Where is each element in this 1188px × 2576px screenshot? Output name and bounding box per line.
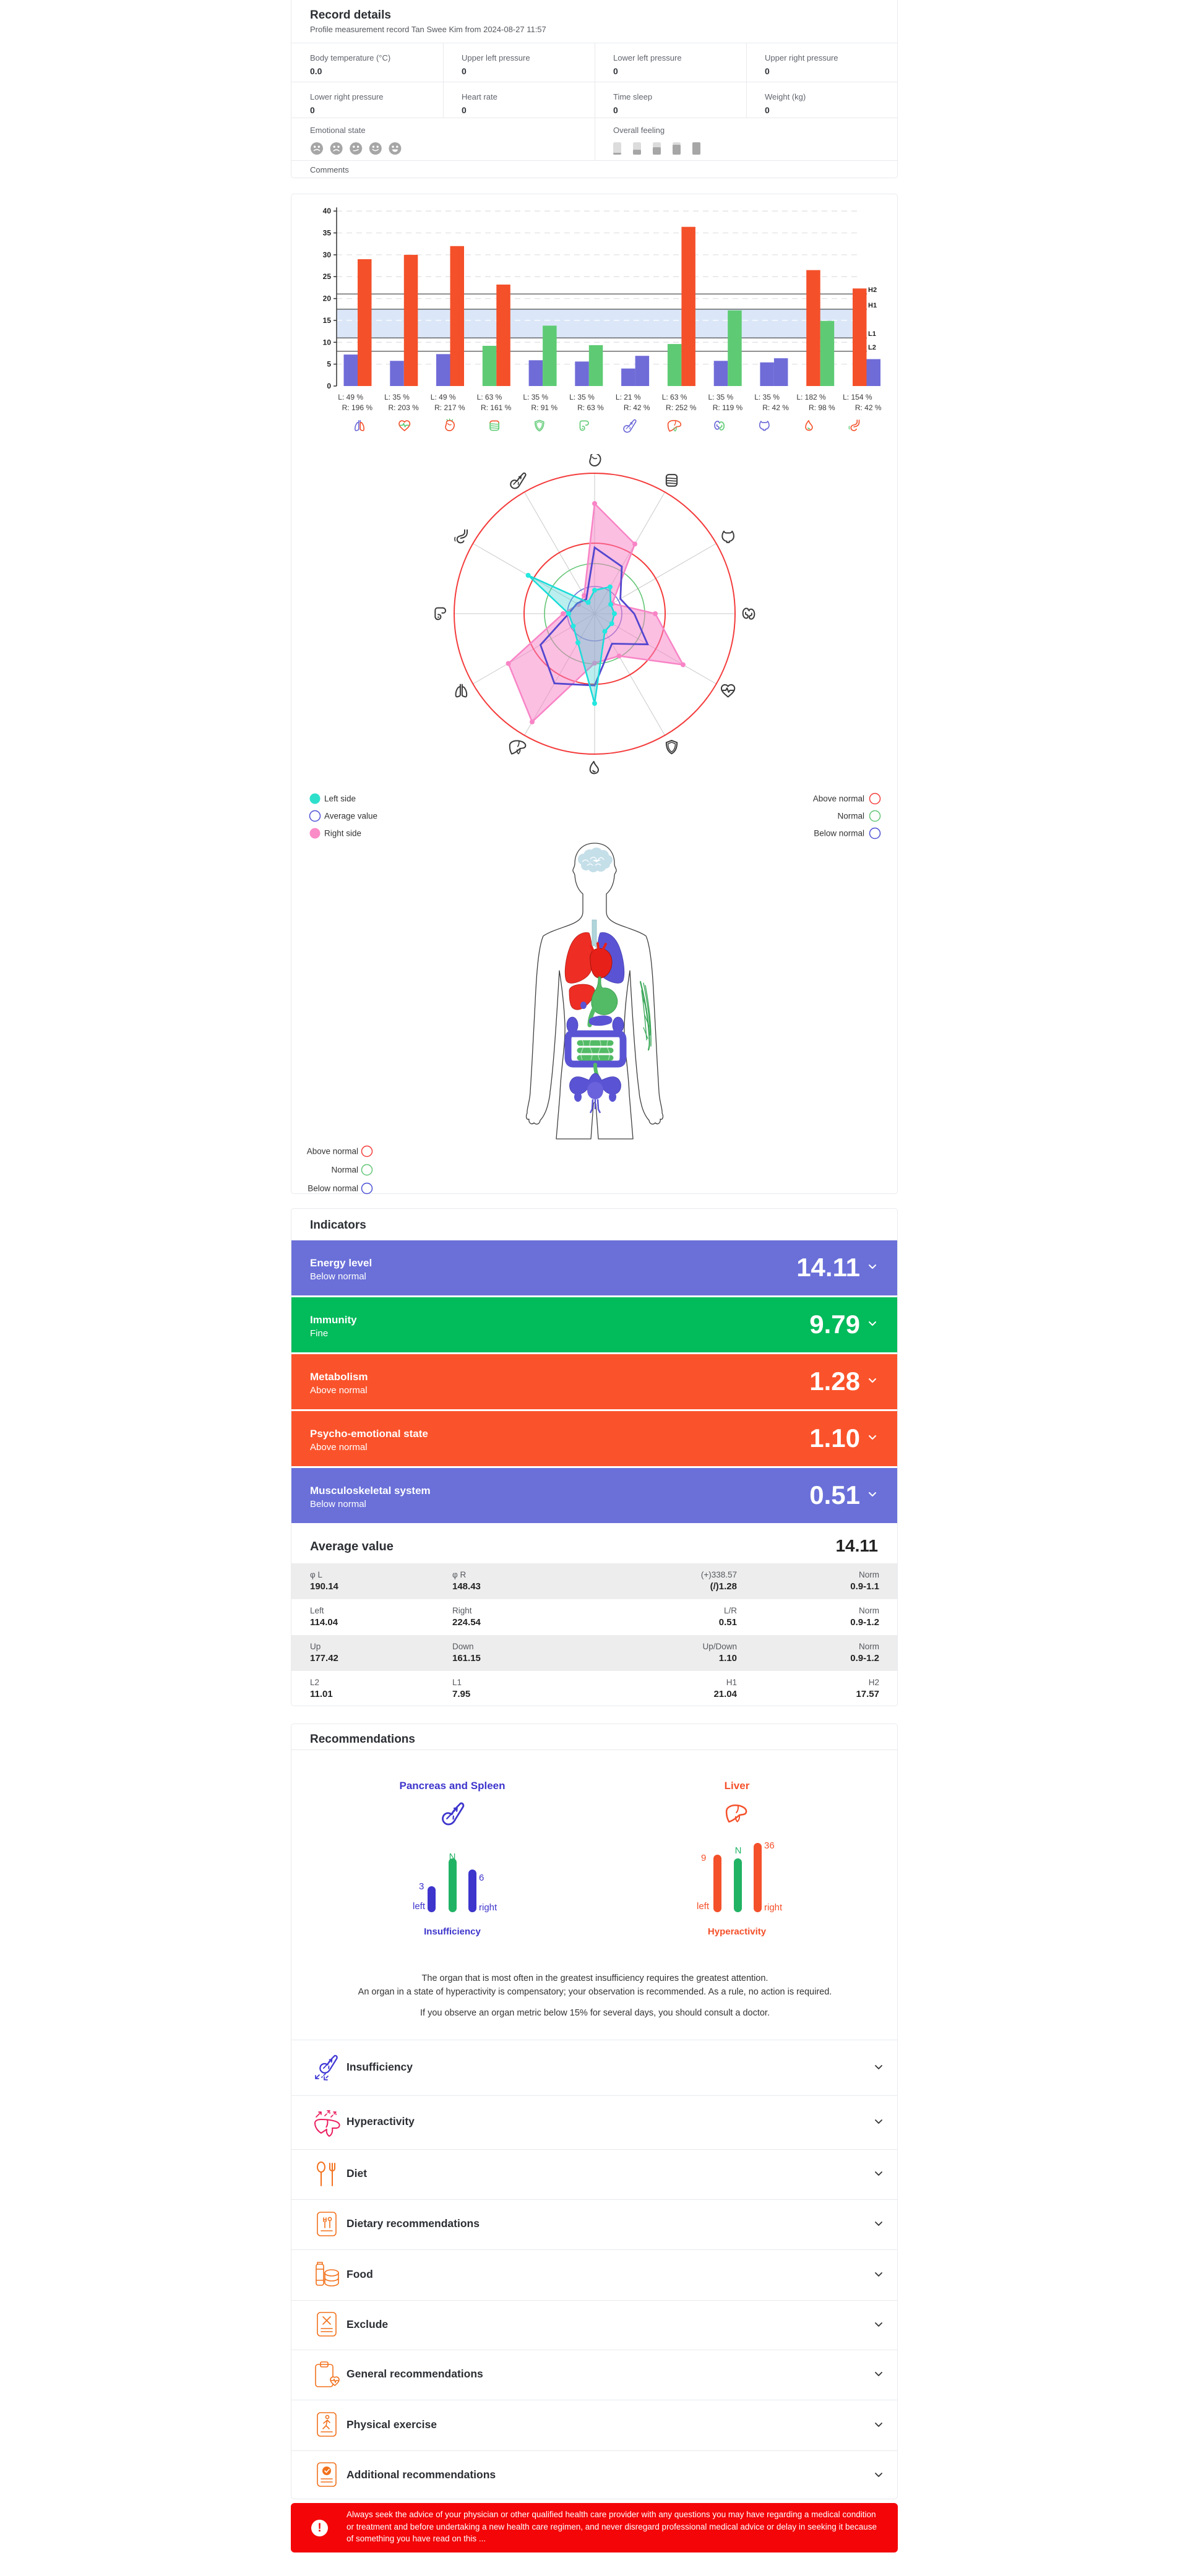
svg-text:Below normal: Below normal [814, 829, 864, 838]
svg-text:30: 30 [323, 251, 332, 259]
svg-text:R: 91 %: R: 91 % [531, 403, 557, 412]
svg-text:L: 63 %: L: 63 % [662, 393, 687, 401]
svg-text:R: 63 %: R: 63 % [577, 403, 604, 412]
svg-text:L: 35 %: L: 35 % [708, 393, 733, 401]
svg-text:L: 63 %: L: 63 % [477, 393, 502, 401]
svg-text:L: 154 %: L: 154 % [843, 393, 872, 401]
svg-text:20: 20 [323, 294, 332, 303]
svg-text:R: 161 %: R: 161 % [481, 403, 512, 412]
svg-text:Above normal: Above normal [813, 794, 864, 804]
svg-text:Normal: Normal [331, 1166, 358, 1175]
svg-text:40: 40 [323, 207, 332, 215]
svg-text:R: 119 %: R: 119 % [713, 403, 743, 412]
svg-text:L: 35 %: L: 35 % [569, 393, 595, 401]
svg-text:Right side: Right side [324, 829, 361, 838]
svg-text:15: 15 [323, 316, 332, 325]
svg-text:35: 35 [323, 229, 332, 238]
svg-text:L: 49 %: L: 49 % [338, 393, 363, 401]
svg-text:Above normal: Above normal [307, 1147, 358, 1156]
svg-text:R: 98 %: R: 98 % [809, 403, 835, 412]
svg-text:L: 35 %: L: 35 % [384, 393, 410, 401]
svg-text:0: 0 [327, 382, 331, 390]
svg-text:R: 217 %: R: 217 % [434, 403, 465, 412]
svg-text:L1: L1 [868, 330, 876, 338]
svg-text:R: 42 %: R: 42 % [855, 403, 882, 412]
svg-text:L: 35 %: L: 35 % [523, 393, 548, 401]
svg-text:Below normal: Below normal [308, 1184, 358, 1193]
svg-text:R: 42 %: R: 42 % [762, 403, 789, 412]
svg-text:L: 21 %: L: 21 % [616, 393, 641, 401]
svg-text:L: 49 %: L: 49 % [431, 393, 456, 401]
svg-text:Normal: Normal [837, 812, 864, 821]
svg-text:L2: L2 [868, 344, 876, 351]
svg-text:10: 10 [323, 338, 332, 346]
svg-text:H2: H2 [868, 286, 877, 294]
svg-text:R: 42 %: R: 42 % [624, 403, 650, 412]
svg-text:Average value: Average value [324, 812, 377, 821]
svg-text:L: 182 %: L: 182 % [796, 393, 826, 401]
svg-text:R: 252 %: R: 252 % [666, 403, 697, 412]
svg-text:H1: H1 [868, 302, 877, 309]
svg-text:R: 196 %: R: 196 % [342, 403, 373, 412]
svg-text:Left side: Left side [324, 794, 356, 804]
svg-text:L: 35 %: L: 35 % [754, 393, 780, 401]
svg-text:5: 5 [327, 360, 331, 369]
svg-text:R: 203 %: R: 203 % [388, 403, 419, 412]
svg-text:25: 25 [323, 272, 332, 281]
